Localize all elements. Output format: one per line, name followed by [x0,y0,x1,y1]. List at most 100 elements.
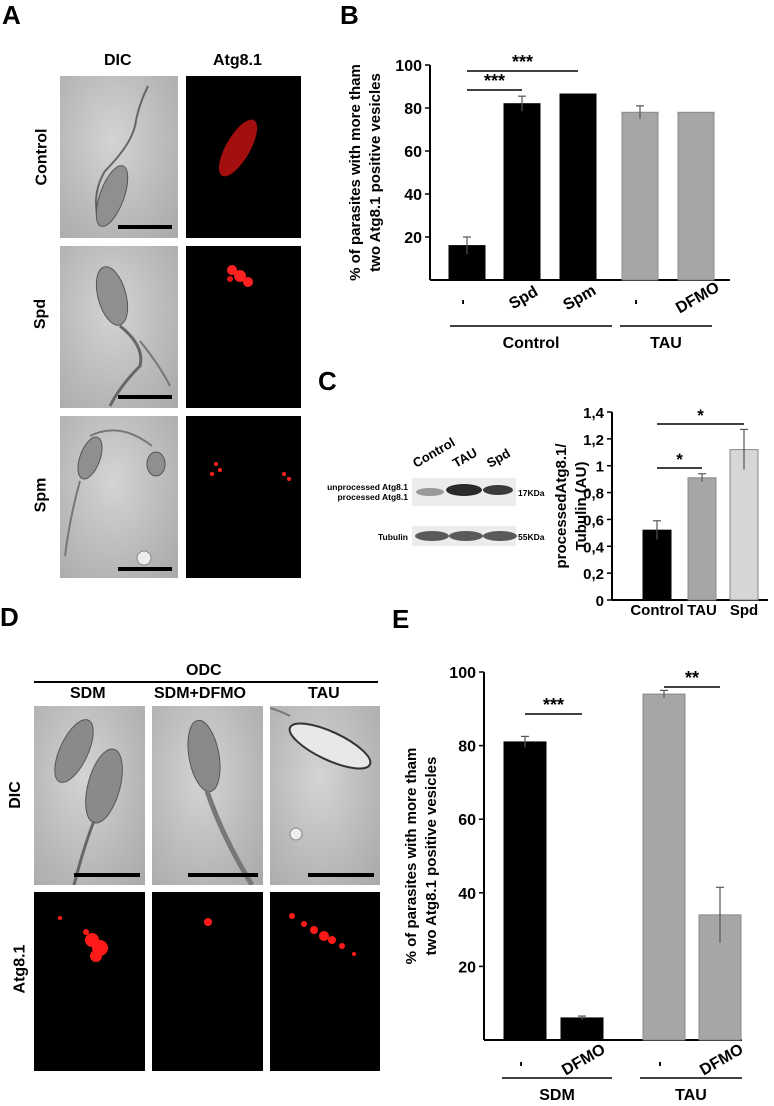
micrograph-dic-spm [60,416,178,578]
micrograph-d-atg8-tau [270,892,380,1071]
y-tick-label: 20 [458,959,476,976]
panel-label-c: C [318,366,337,396]
blot-band-spd [483,485,513,495]
panel-a-row-label-spm: Spm [32,477,50,513]
panel-a-row-label-spd: Spd [32,298,50,330]
significance-label: ** [685,668,699,688]
y-tick-label: 80 [458,739,476,756]
y-tick-label: 1,4 [583,405,605,422]
significance-label: *** [543,695,564,715]
chart-e: 20 40 60 80 100 % of parasites with more tham… [403,665,746,1104]
bar [503,103,541,281]
y-tick-label: 60 [458,812,476,829]
blot-label-unprocessed: unprocessed Atg8.1 [327,482,408,492]
x-tick-label: - [627,299,644,304]
x-tick-label: - [651,1061,668,1066]
micrograph-dic-spd [60,246,178,408]
x-tick-label: Spd [730,602,758,619]
x-tick-label: Control [630,602,683,619]
bar [687,477,717,601]
y-axis-label: Tubulin (AU) [573,462,590,551]
blot-lane-control: Control [410,434,458,470]
blot-tubulin-tau [449,531,483,541]
micrograph-atg8-spm [186,416,301,578]
y-tick-label: 40 [458,886,476,903]
panel-d-group-odc: ODC [186,662,222,679]
blot-label-tubulin: Tubulin [378,532,408,542]
panel-label-e: E [392,604,410,634]
bar [560,1017,604,1041]
group-label: Control [503,335,560,352]
y-tick-label: 0,4 [583,539,605,556]
y-tick-label: 1,2 [583,432,604,449]
blot-band-tau [446,484,482,496]
panel-d-header-tau: TAU [308,685,340,702]
blot-tubulin-control [415,531,449,541]
panel-label-d: D [0,602,19,632]
panel-label-b: B [340,0,359,30]
bar [677,111,715,281]
significance-label: *** [484,71,505,91]
western-blot: Control TAU Spd unprocessed Atg8.1 proce… [327,434,545,546]
x-tick-label: DFMO [673,279,722,317]
significance-label: *** [512,52,533,72]
y-tick-label: 80 [404,101,422,118]
y-tick-label: 40 [404,187,422,204]
panel-d-header-sdm: SDM [70,685,106,702]
panel-a-header-atg8: Atg8.1 [213,52,262,69]
group-label: TAU [650,335,682,352]
micrograph-dic-control [60,76,178,238]
bar [642,693,686,1041]
blot-lane-spd: Spd [484,445,513,470]
bar [621,111,659,281]
y-axis-label: two Atg8.1 positive vesicles [367,73,384,272]
y-tick-label: 100 [395,58,422,75]
x-tick-label: Spd [506,283,541,313]
blot-label-processed: processed Atg8.1 [337,492,408,502]
group-label: TAU [675,1087,707,1104]
micrograph-d-dic-sdm [34,706,145,885]
x-tick-label: TAU [687,602,717,619]
panel-d-row-label-dic: DIC [6,781,24,809]
x-tick-label: DFMO [697,1041,746,1079]
micrograph-d-atg8-sdm [34,892,145,1071]
micrograph-atg8-control [186,76,301,238]
y-tick-label: 0 [596,593,604,610]
panel-label-a: A [2,0,21,30]
group-label: SDM [539,1087,575,1104]
x-tick-label: - [454,299,471,304]
y-tick-label: 0,2 [583,566,604,583]
chart-b: 20 40 60 80 100 % of parasites with more tham… [347,52,730,352]
x-tick-label: DFMO [559,1041,608,1079]
micrograph-d-dic-tau [270,706,380,885]
significance-label: * [676,450,683,469]
panel-d-group-line [34,681,378,683]
y-tick-label: 100 [449,665,476,682]
panel-a-row-label-control: Control [33,128,51,186]
x-tick-label: - [512,1061,529,1066]
y-axis-label: % of parasites with more tham [403,748,420,965]
bar [729,449,759,601]
blot-size-55: 55KDa [518,532,545,542]
chart-c: 0 0,2 0,4 0,6 0,8 1 1,2 1,4 processedAtg8.1/Tubu… [553,405,768,619]
y-tick-label: 60 [404,144,422,161]
bar [503,741,547,1041]
micrograph-d-atg8-sdm-dfmo [152,892,263,1071]
y-tick-label: 20 [404,230,422,247]
y-axis-label: processedAtg8.1/ [553,443,570,569]
micrograph-d-dic-sdm-dfmo [152,706,263,885]
blot-band-control [416,488,444,496]
bar [642,529,672,601]
significance-label: * [697,406,704,425]
blot-size-17: 17KDa [518,488,545,498]
y-axis-label: % of parasites with more tham [347,64,364,281]
panel-d-row-label-atg8: Atg8.1 [11,944,29,994]
y-tick-label: 0,6 [583,512,604,529]
y-tick-label: 1 [596,459,604,476]
y-axis-label: two Atg8.1 positive vesicles [423,757,440,956]
micrograph-atg8-spd [186,246,301,408]
panel-a-header-dic: DIC [104,52,132,69]
panel-d-header-sdm-dfmo: SDM+DFMO [154,685,246,702]
x-tick-label: Spm [560,282,599,314]
bar [559,93,597,281]
